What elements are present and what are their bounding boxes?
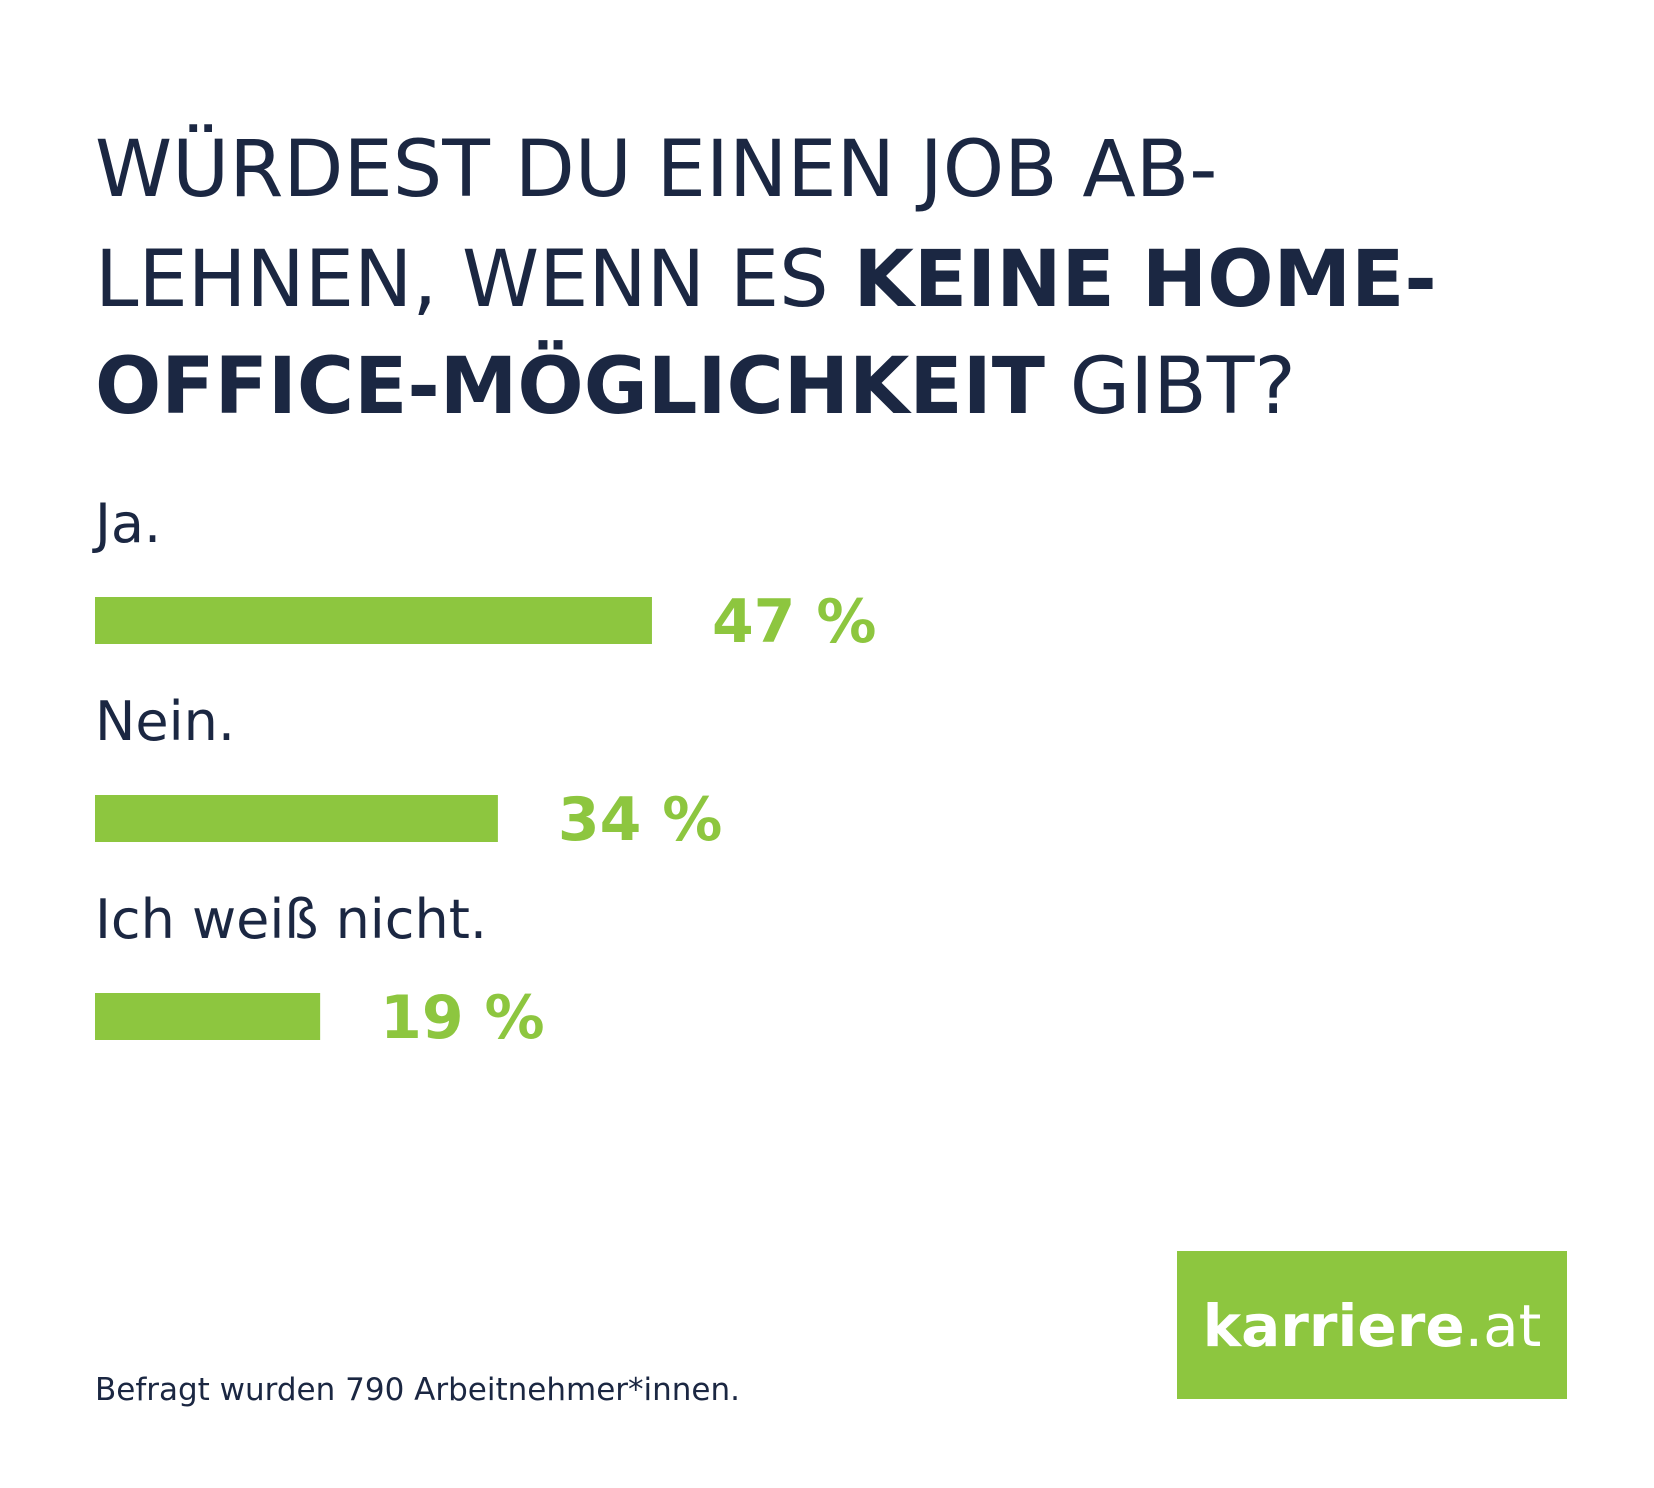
footnote: Befragt wurden 790 Arbeitnehmer*innen. [95,1372,740,1408]
title-part: OFFICE-MÖGLICHKEIT [95,340,1045,432]
logo-box [1177,1251,1567,1399]
category-label: Nein. [95,690,235,753]
logo: karriere.at [1203,1292,1542,1360]
bar [95,993,321,1040]
title-line: LEHNEN, WENN ES KEINE HOME- [95,235,1437,325]
category-label: Ja. [92,492,161,555]
value-label: 19 % [380,983,545,1053]
title-part: WÜRDEST DU EINEN JOB AB- [95,124,1217,215]
logo-part: karriere [1203,1292,1465,1360]
title-part: GIBT? [1045,342,1296,432]
title-part: LEHNEN, WENN ES [95,235,853,325]
value-label: 47 % [712,587,877,657]
logo-part: .at [1465,1292,1542,1360]
title-line: OFFICE-MÖGLICHKEIT GIBT? [95,340,1296,432]
value-label: 34 % [558,785,723,855]
bar [95,597,652,644]
title-part: KEINE HOME- [853,235,1436,325]
category-label: Ich weiß nicht. [95,888,487,951]
bar [95,795,498,842]
title-line: WÜRDEST DU EINEN JOB AB- [95,124,1217,215]
